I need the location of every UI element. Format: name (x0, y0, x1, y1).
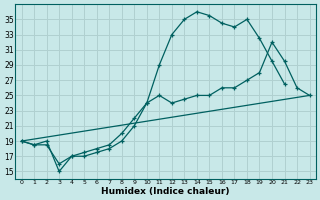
X-axis label: Humidex (Indice chaleur): Humidex (Indice chaleur) (101, 187, 230, 196)
